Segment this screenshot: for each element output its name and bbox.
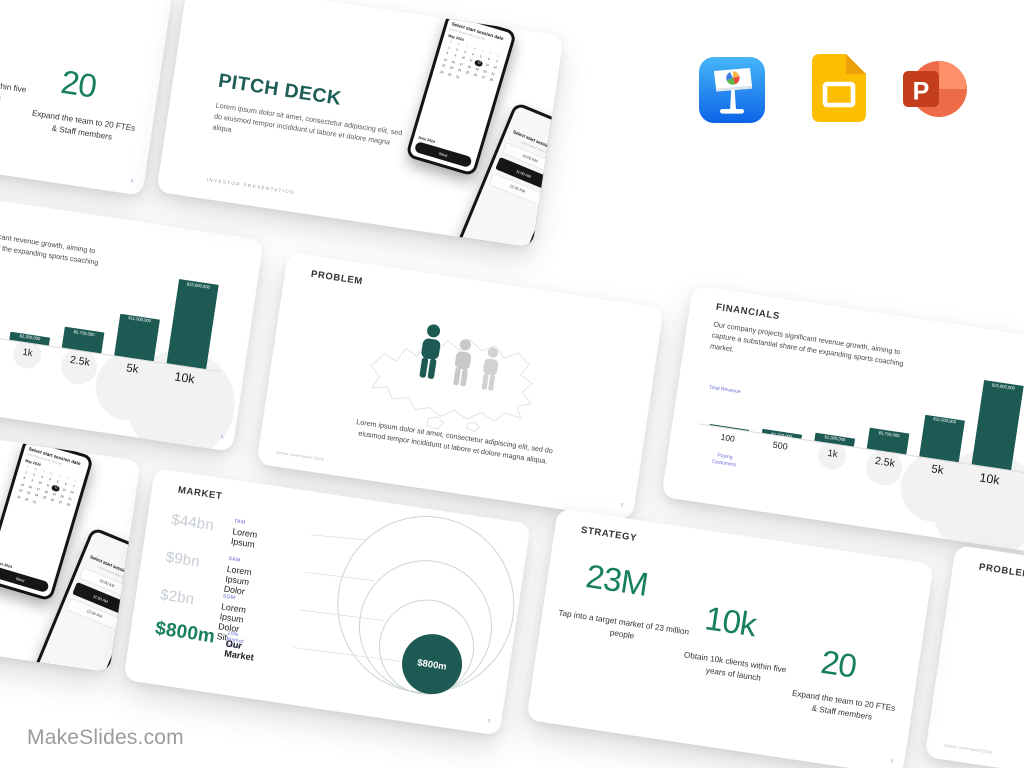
revenue-bar-chart: 100$1,150,000500$2,300,0001k$5,750,0002.… [0,184,264,452]
stat-caption: Obtain 10k clients within five years of … [683,650,787,683]
slide-strategy[interactable]: STRATEGY 23M Tap into a target market of… [0,0,174,196]
slide-problem[interactable]: PROBLEM Lorem i [924,545,1024,768]
cover-footer: INVESTOR PRESENTATION [206,176,296,196]
page-number: 4 [130,177,134,184]
stat-number: 23M [583,557,651,603]
stat-caption: Expand the team to 20 FTEs & Staff membe… [791,688,896,722]
tam-sam-som-circles: $800m [293,516,515,695]
stat-caption: Tap into a target market of 23 million p… [557,608,690,641]
slide-pitch-deck-cover[interactable]: PITCH DECK Lorem ipsum dolor sit amet, c… [156,0,564,248]
source-note: Source: Lorem Ipsum (2024) [275,450,325,462]
market-name: Lorem Ipsum [230,526,258,550]
our-market-bubble [402,634,463,695]
bar-category-label: 500 [772,439,789,452]
bar-10k [971,380,1024,471]
svg-text:P: P [913,78,930,106]
calendar-day: 31 [32,499,37,505]
powerpoint-app-icon[interactable]: P [901,55,969,128]
page-number: 2 [620,501,624,508]
slide-title: PROBLEM [978,561,1024,581]
market-name: Lorem Ipsum Dolor [223,563,253,597]
bar-10k [166,279,219,370]
calendar-day: 28 [66,502,71,508]
source-note: Source: Lorem Ipsum (2024) [943,743,993,755]
google-slides-app-icon[interactable] [812,54,866,127]
bubble-label: $800m [416,657,447,672]
slide-financials[interactable]: FINANCIALS Our company projects signific… [661,285,1024,553]
map-outline-graphic [370,324,533,433]
page-number: 4 [890,757,894,764]
calendar-day: 28 [489,77,494,83]
bar-100 [709,423,750,431]
stat-number: 20 [58,62,99,105]
bar-category-label: 100 [720,431,736,444]
slide-market[interactable]: MARKET $800m $44bn TAM Lorem Ipsum $9bn … [123,468,531,736]
slide-pitch-deck-cover[interactable]: PITCH DECK Lorem ipsum dolor sit amet, c… [0,405,141,673]
market-name: Our Market [223,638,255,663]
slide-financials[interactable]: FINANCIALS Our company projects signific… [0,184,264,452]
slide-title: STRATEGY [580,524,638,544]
slide-problem[interactable]: PROBLEM Lorem i [256,252,664,520]
keynote-app-icon[interactable] [699,57,765,128]
stat-number: 10k [702,599,759,644]
person-icon [419,324,441,379]
slide-title: PROBLEM [310,268,364,288]
brand-watermark: MakeSlides.com [27,726,184,749]
slide-strategy[interactable]: STRATEGY 23M Tap into a target market of… [526,508,934,768]
stat-caption: Expand the team to 20 FTEs & Staff membe… [31,108,136,142]
stat-caption: Obtain 10k clients within five years of … [0,70,27,102]
stat-number: 20 [818,642,859,685]
calendar-day: 31 [455,74,460,80]
person-icon [453,339,472,387]
cover-body: Lorem ipsum dolor sit amet, consectetur … [211,100,403,147]
color-wheel-icon [726,71,740,85]
person-icon [481,347,499,391]
